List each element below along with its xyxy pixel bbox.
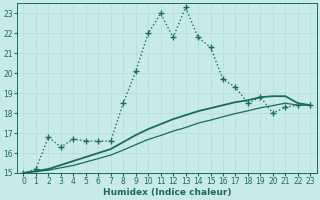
X-axis label: Humidex (Indice chaleur): Humidex (Indice chaleur) <box>103 188 231 197</box>
